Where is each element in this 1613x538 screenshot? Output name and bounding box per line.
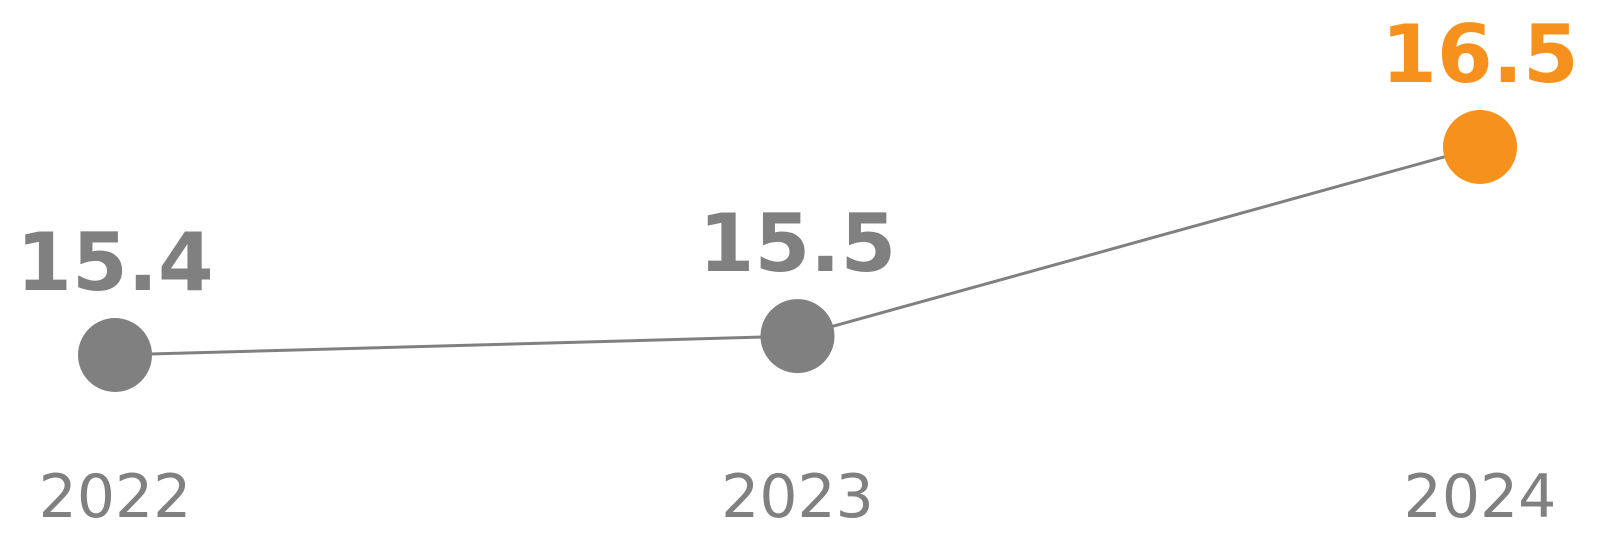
x-tick-label-2022: 2022	[39, 462, 192, 532]
series-line-segment	[114, 334, 798, 357]
x-tick-label-2023: 2023	[721, 462, 874, 532]
x-axis-tick-labels: 2022 2023 2024	[39, 462, 1557, 532]
data-label-2024: 16.5	[1381, 8, 1578, 101]
series-line-group	[114, 145, 1481, 357]
data-label-2022: 15.4	[16, 216, 213, 309]
data-point-2022	[78, 318, 152, 392]
data-point-2023	[760, 299, 835, 374]
series-line-segment	[797, 145, 1481, 338]
data-point-group	[78, 110, 1517, 392]
x-tick-label-2024: 2024	[1404, 462, 1557, 532]
data-point-2024	[1443, 110, 1517, 184]
value-label-group: 15.4 15.5 16.5	[16, 8, 1578, 309]
data-label-2023: 15.5	[699, 197, 896, 290]
